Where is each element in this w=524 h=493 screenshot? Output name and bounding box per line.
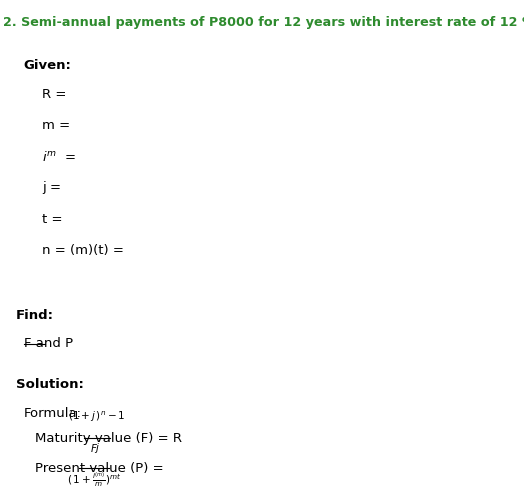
Text: $(1+j\,)^n-1$: $(1+j\,)^n-1$ bbox=[68, 410, 125, 424]
Text: t =: t = bbox=[42, 212, 63, 226]
Text: F and P: F and P bbox=[24, 337, 73, 351]
Text: m =: m = bbox=[42, 119, 70, 132]
Text: R =: R = bbox=[42, 88, 67, 101]
Text: Find:: Find: bbox=[16, 309, 54, 321]
Text: n = (m)(t) =: n = (m)(t) = bbox=[42, 244, 124, 257]
Text: $j$: $j$ bbox=[94, 441, 100, 455]
Text: Formula:: Formula: bbox=[24, 407, 82, 420]
Text: 2. Semi-annual payments of P8000 for 12 years with interest rate of 12 % compoun: 2. Semi-annual payments of P8000 for 12 … bbox=[3, 16, 524, 29]
Text: j =: j = bbox=[42, 181, 61, 194]
Text: Maturity value (F) = R: Maturity value (F) = R bbox=[35, 432, 182, 445]
Text: Solution:: Solution: bbox=[16, 378, 84, 391]
Text: Present value (P) =: Present value (P) = bbox=[35, 461, 168, 475]
Text: $F$: $F$ bbox=[90, 442, 98, 454]
Text: $(\,1+\frac{i^{(m)}}{m})^{mt}$: $(\,1+\frac{i^{(m)}}{m})^{mt}$ bbox=[67, 471, 121, 490]
Text: $i^m$  =: $i^m$ = bbox=[42, 150, 76, 164]
Text: Given:: Given: bbox=[24, 59, 71, 72]
